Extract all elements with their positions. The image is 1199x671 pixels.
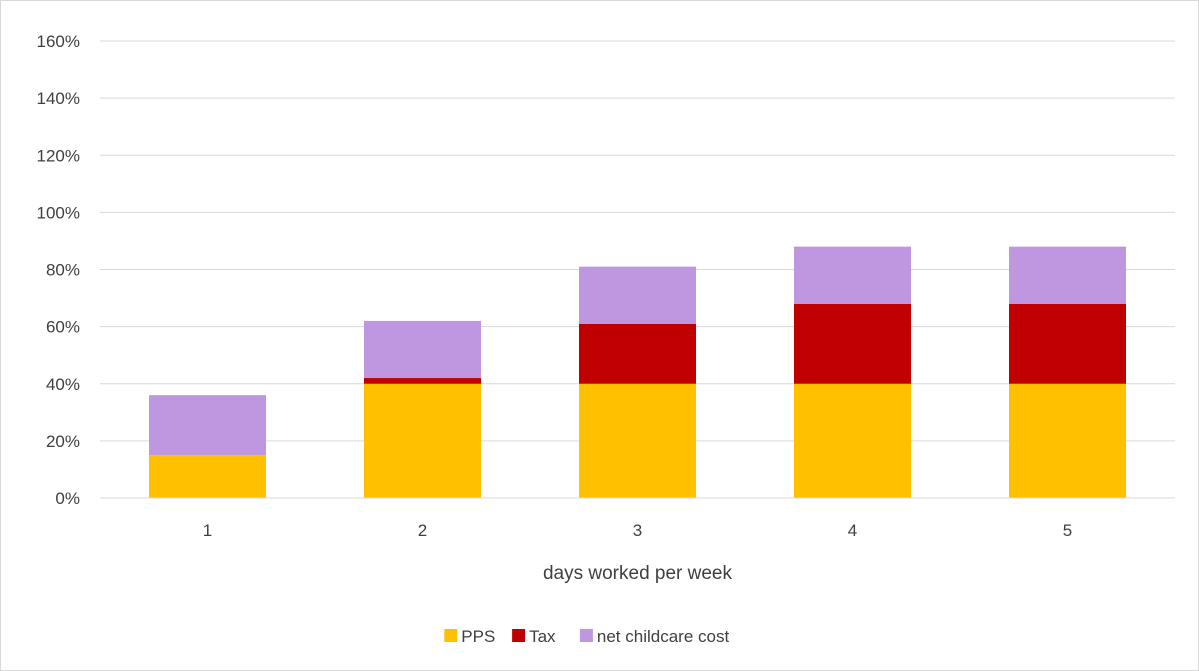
y-tick-label: 40%: [46, 375, 80, 394]
bar-net-childcare-cost-day-1: [149, 395, 266, 456]
bar-tax-day-5: [1009, 303, 1126, 384]
legend-label: PPS: [461, 627, 495, 646]
x-tick-label: 2: [418, 521, 427, 540]
bar-net-childcare-cost-day-5: [1009, 246, 1126, 304]
x-tick-label: 3: [633, 521, 642, 540]
bar-net-childcare-cost-day-2: [364, 320, 481, 379]
y-tick-label: 20%: [46, 432, 80, 451]
bar-pps-day-5: [1009, 383, 1126, 498]
legend-label: Tax: [529, 627, 556, 646]
y-tick-label: 80%: [46, 261, 80, 280]
x-tick-label: 1: [203, 521, 212, 540]
gridlines: [100, 40, 1175, 442]
x-tick-label: 5: [1063, 521, 1072, 540]
y-tick-label: 160%: [37, 32, 80, 51]
legend-label: net childcare cost: [597, 627, 730, 646]
bar-tax-day-3: [579, 323, 696, 384]
bar-pps-day-4: [794, 383, 911, 498]
x-axis-label: days worked per week: [543, 563, 733, 584]
legend-swatch-tax: [512, 629, 526, 642]
bar-pps-day-2: [364, 383, 481, 498]
y-axis-ticks: 0% 20% 40% 60% 80% 100% 120% 140% 160%: [37, 32, 80, 508]
y-tick-label: 100%: [37, 203, 80, 222]
x-axis-ticks: 1 2 3 4 5: [203, 521, 1072, 540]
bar-tax-day-2: [364, 378, 481, 384]
x-tick-label: 4: [848, 521, 857, 540]
bars: [149, 246, 1126, 498]
bar-tax-day-4: [794, 303, 911, 384]
legend: PPS Tax net childcare cost: [444, 627, 729, 646]
bar-pps-day-3: [579, 383, 696, 498]
y-tick-label: 140%: [37, 89, 80, 108]
legend-swatch-pps: [444, 629, 458, 642]
bar-pps-day-1: [149, 455, 266, 498]
y-tick-label: 0%: [55, 489, 80, 508]
bar-net-childcare-cost-day-4: [794, 246, 911, 304]
y-tick-label: 60%: [46, 318, 80, 337]
legend-swatch-net-childcare-cost: [579, 629, 593, 642]
y-tick-label: 120%: [37, 146, 80, 165]
bar-net-childcare-cost-day-3: [579, 266, 696, 324]
